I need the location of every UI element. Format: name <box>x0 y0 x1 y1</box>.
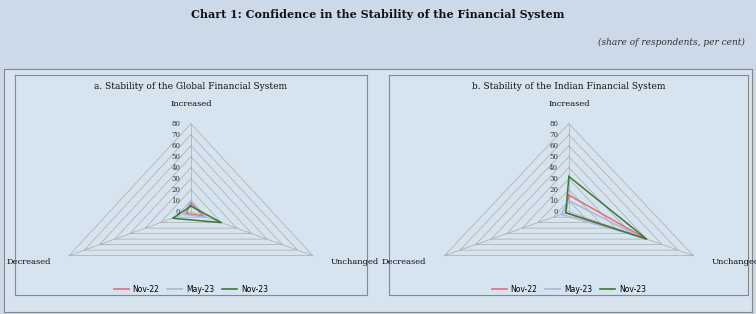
Legend: Nov-22, May-23, Nov-23: Nov-22, May-23, Nov-23 <box>113 284 268 294</box>
Text: 80: 80 <box>172 120 181 128</box>
Text: Chart 1: Confidence in the Stability of the Financial System: Chart 1: Confidence in the Stability of … <box>191 9 565 20</box>
Text: 20: 20 <box>549 186 558 194</box>
Text: Increased: Increased <box>548 100 590 108</box>
Text: 60: 60 <box>549 142 558 150</box>
Text: 70: 70 <box>549 131 558 139</box>
Text: Unchanged: Unchanged <box>331 258 380 266</box>
Text: Unchanged: Unchanged <box>712 258 756 266</box>
Text: 20: 20 <box>172 186 181 194</box>
Text: 50: 50 <box>172 153 181 161</box>
Legend: Nov-22, May-23, Nov-23: Nov-22, May-23, Nov-23 <box>491 284 646 294</box>
Text: 40: 40 <box>172 164 181 172</box>
Text: Decreased: Decreased <box>381 258 426 266</box>
Text: 0: 0 <box>553 208 558 216</box>
Text: (share of respondents, per cent): (share of respondents, per cent) <box>598 38 745 47</box>
Text: b. Stability of the Indian Financial System: b. Stability of the Indian Financial Sys… <box>472 82 665 91</box>
Text: 80: 80 <box>549 120 558 128</box>
Text: 40: 40 <box>549 164 558 172</box>
Text: Decreased: Decreased <box>6 258 51 266</box>
Text: 30: 30 <box>172 175 181 183</box>
Text: 30: 30 <box>550 175 558 183</box>
Text: a. Stability of the Global Financial System: a. Stability of the Global Financial Sys… <box>94 82 287 91</box>
Text: 60: 60 <box>172 142 181 150</box>
Text: 50: 50 <box>549 153 558 161</box>
Text: 70: 70 <box>172 131 181 139</box>
Text: 0: 0 <box>176 208 181 216</box>
Text: 10: 10 <box>172 197 181 205</box>
Text: 10: 10 <box>549 197 558 205</box>
Text: Increased: Increased <box>170 100 212 108</box>
